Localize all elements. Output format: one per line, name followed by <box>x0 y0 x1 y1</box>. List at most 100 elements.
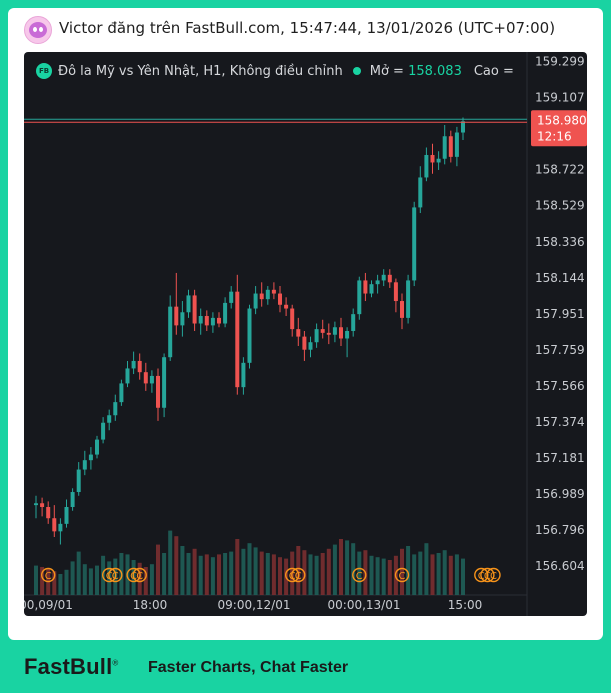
candle-body <box>253 293 258 309</box>
candle-body <box>198 316 203 324</box>
candle-body <box>229 291 234 303</box>
candle-body <box>320 329 325 333</box>
y-tick-label: 156.604 <box>535 559 585 573</box>
candle-body <box>149 375 154 384</box>
y-tick-label: 158.722 <box>535 163 585 177</box>
event-marker-icon <box>486 567 501 583</box>
volume-bar <box>186 553 191 595</box>
chart-legend: FB Đô la Mỹ vs Yên Nhật, H1, Không điều … <box>36 63 514 79</box>
volume-bar <box>198 555 203 595</box>
candle-body <box>70 492 75 507</box>
volume-bar <box>58 574 63 595</box>
candle-body <box>52 518 57 532</box>
volume-bar <box>436 553 441 595</box>
candle-body <box>223 302 228 324</box>
candle-body <box>412 207 417 281</box>
market-status-icon <box>352 67 361 75</box>
volume-bar <box>76 551 81 595</box>
volume-bar <box>180 546 185 595</box>
candle-body <box>107 415 112 423</box>
volume-bar <box>143 567 148 595</box>
candle-body <box>369 284 374 294</box>
volume-bar <box>339 539 343 595</box>
volume-bar <box>217 554 221 595</box>
event-marker-icon <box>480 567 495 583</box>
candle-body <box>241 362 246 388</box>
candle-body <box>168 306 173 358</box>
candle-body <box>406 280 411 318</box>
candle-body <box>442 136 447 159</box>
volume-bar <box>375 557 380 595</box>
volume-bar <box>174 536 179 595</box>
candle-body <box>235 291 240 388</box>
volume-bar <box>424 543 429 595</box>
event-marker-icon <box>291 567 306 583</box>
event-marker-icon <box>474 567 489 583</box>
candle-body <box>204 316 209 326</box>
volume-bar <box>168 530 173 595</box>
candle-body <box>101 422 106 440</box>
volume-bar <box>357 551 362 595</box>
candle-body <box>326 332 331 335</box>
x-tick-label: 15:00 <box>448 598 483 612</box>
volume-bar <box>296 546 301 595</box>
volume-bar <box>229 551 234 595</box>
volume-bar <box>223 553 228 595</box>
volume-bar <box>265 553 270 595</box>
volume-bar <box>82 564 87 595</box>
volume-bar <box>253 547 258 595</box>
candle-body <box>40 503 45 507</box>
volume-bar <box>247 543 252 595</box>
volume-bar <box>448 555 453 595</box>
volume-bar <box>40 567 45 595</box>
footer: FastBull® Faster Charts, Chat Faster <box>0 640 611 693</box>
candle-body <box>400 301 404 318</box>
fastbull-logo[interactable]: FastBull® <box>24 654 119 679</box>
x-tick-label: 00,09/01 <box>24 598 73 612</box>
y-tick-label: 157.759 <box>535 343 585 357</box>
candle-body <box>387 274 392 283</box>
event-marker-glyph: C <box>490 571 497 582</box>
y-tick-label: 158.336 <box>535 235 585 249</box>
candle-body <box>345 330 350 339</box>
volume-bar <box>156 544 160 595</box>
candle-body <box>290 308 295 330</box>
candle-body <box>210 317 215 326</box>
avatar[interactable] <box>24 16 52 44</box>
volume-bar <box>406 546 411 595</box>
event-marker-icon <box>126 567 141 583</box>
volume-bar <box>461 558 465 595</box>
volume-bar <box>241 548 246 595</box>
candle-body <box>381 274 386 281</box>
price-chart[interactable]: 159.299 159.107 158.722 158.529 158.336 158.1… <box>24 52 587 616</box>
volume-bar <box>52 571 57 595</box>
volume-bar <box>320 553 325 595</box>
candle-body <box>162 357 167 408</box>
candle-body <box>424 154 429 178</box>
event-marker-icon <box>394 567 410 583</box>
candle-body <box>296 329 301 337</box>
event-marker-glyph: C <box>295 571 302 582</box>
volume-bar <box>259 551 264 595</box>
candle-body <box>131 360 136 369</box>
volume-bar <box>88 568 93 595</box>
chart-panel[interactable]: 159.299 159.107 158.722 158.529 158.336 158.1… <box>24 52 587 616</box>
candle-body <box>88 454 93 461</box>
fastbull-badge-icon: FB <box>36 63 52 79</box>
event-marker-icon <box>41 567 56 583</box>
volume-bar <box>149 564 154 595</box>
candle-body <box>119 383 124 403</box>
avatar-face <box>29 22 47 38</box>
volume-bar <box>137 562 142 595</box>
candle-body <box>332 327 337 335</box>
candle-body <box>58 523 63 532</box>
event-marker-glyph: C <box>136 571 143 582</box>
price-tag <box>531 110 587 147</box>
y-tick-label: 159.107 <box>535 90 585 104</box>
open-label: Mở = <box>369 63 404 79</box>
candle-body <box>247 308 252 363</box>
candle-body <box>448 136 453 157</box>
volume-bar <box>314 555 319 595</box>
candle-body <box>265 289 270 300</box>
volume-bar <box>64 569 69 595</box>
